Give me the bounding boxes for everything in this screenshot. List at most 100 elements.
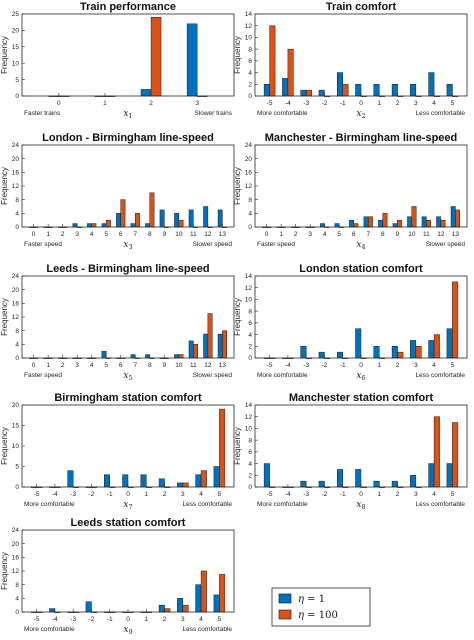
x-tick-label: 3: [414, 491, 418, 498]
x-label-right: Less comfortable: [183, 501, 233, 508]
bar-series-1-cat-5: [446, 84, 453, 97]
bar-series-1-cat-10: [174, 213, 180, 228]
x-tick-label: -3: [303, 491, 309, 498]
bar-series-1-cat-1: [140, 474, 147, 488]
y-tick-label: 2: [248, 343, 252, 350]
bar-series-1-cat-10: [174, 354, 180, 359]
bar-series-1-cat-5: [213, 594, 220, 613]
y-tick-label: 16: [12, 170, 20, 177]
x-tick-label: 9: [162, 231, 166, 238]
y-tick-label: 20: [12, 541, 20, 548]
x-axis-variable: x8: [356, 500, 365, 511]
bar-series-1-cat-13: [217, 333, 223, 359]
x-tick-label: 4: [90, 231, 94, 238]
y-tick-label: 2: [248, 81, 252, 88]
x-tick-label: -4: [285, 362, 291, 369]
bar-series-2-cat-13: [455, 209, 460, 228]
x-tick-label: -1: [340, 100, 346, 107]
x-tick-label: 2: [61, 362, 65, 369]
x-axis-variable-subscript: 2: [361, 112, 365, 120]
bar-series-1-cat-12: [203, 206, 209, 228]
chart-title: Birmingham station comfort: [54, 392, 202, 404]
bar-series-1-cat-9: [159, 209, 165, 228]
y-tick-label: 4: [248, 461, 252, 468]
y-tick-label: 20: [12, 156, 20, 163]
x-tick-label: 1: [279, 231, 283, 238]
bar-series-2-cat-4: [91, 223, 97, 228]
x-tick-label: 5: [451, 362, 455, 369]
x-label-right: Slower speed: [193, 241, 233, 248]
y-tick-label: 12: [245, 414, 253, 421]
bar-series-2-cat-11: [193, 344, 198, 359]
x-tick-label: -2: [89, 491, 95, 498]
bar-series-1-cat-7: [130, 223, 136, 228]
y-tick-label: 12: [245, 183, 253, 190]
chart-title: Leeds - Birmingham line-speed: [46, 263, 209, 275]
bar-series-2-cat-11: [426, 219, 431, 228]
x-label-left: Faster speed: [24, 372, 62, 379]
bar-series-1-cat-7: [363, 216, 369, 228]
x-tick-label: 2: [61, 231, 65, 238]
x-tick-label: 0: [126, 491, 130, 498]
x-tick-label: -1: [107, 616, 113, 623]
x-tick-label: 5: [218, 491, 222, 498]
legend-symbol-series-2: η: [298, 610, 304, 621]
y-axis-label: Frequency: [0, 427, 9, 465]
x-tick-label: -5: [34, 491, 40, 498]
chart-panel-8: Manchester station comfort02468101214Fre…: [233, 392, 468, 511]
y-tick-label: 10: [245, 35, 253, 42]
bar-series-1-cat--3: [300, 89, 307, 97]
y-tick-label: 10: [12, 443, 20, 450]
x-tick-label: 12: [204, 231, 212, 238]
y-tick-label: 10: [245, 426, 253, 433]
y-tick-label: 24: [12, 273, 20, 280]
x-tick-label: 0: [359, 362, 363, 369]
bar-series-1-cat-2: [140, 89, 152, 97]
bar-series-1-cat-4: [195, 474, 202, 488]
x-label-left: More comfortable: [257, 110, 308, 117]
x-label-right: Slower trains: [194, 110, 232, 117]
chart-panel-5: Leeds - Birmingham line-speed04812162024…: [0, 263, 235, 382]
x-tick-label: 1: [103, 100, 107, 107]
y-tick-label: 0: [15, 609, 19, 616]
y-tick-label: 20: [12, 28, 20, 35]
bar-series-1-cat--2: [318, 351, 325, 359]
y-tick-label: 8: [15, 328, 19, 335]
y-tick-label: 6: [248, 58, 252, 65]
x-tick-label: 4: [432, 362, 436, 369]
chart-panel-3: London - Birmingham line-speed0481216202…: [0, 132, 235, 251]
x-tick-label: 2: [163, 616, 167, 623]
bar-series-1-cat-11: [188, 209, 194, 228]
bar-series-1-cat-0: [355, 84, 362, 97]
bar-series-1-cat-5: [446, 328, 453, 359]
y-tick-label: 4: [15, 211, 19, 218]
bar-series-1-cat-8: [378, 219, 384, 228]
y-tick-label: 12: [245, 285, 253, 292]
y-tick-label: 0: [15, 93, 19, 100]
bar-series-2-cat-13: [222, 330, 227, 359]
x-tick-label: 2: [396, 491, 400, 498]
bar-series-1-cat-5: [446, 463, 453, 488]
y-tick-label: 8: [15, 582, 19, 589]
x-label-left: More comfortable: [24, 626, 75, 633]
y-tick-label: 4: [248, 332, 252, 339]
bar-series-1-cat--2: [318, 89, 325, 97]
chart-panel-7: Birmingham station comfort05101520Freque…: [0, 392, 235, 511]
x-tick-label: -5: [34, 616, 40, 623]
x-axis-variable-subscript: 6: [361, 374, 365, 382]
bar-series-1-cat-3: [177, 598, 184, 613]
chart-title: Manchester - Birmingham line-speed: [265, 132, 458, 144]
bar-series-1-cat-4: [428, 340, 435, 359]
bar-series-1-cat-6: [349, 219, 354, 228]
x-tick-label: 1: [144, 491, 148, 498]
bar-series-2-cat-2: [150, 17, 162, 97]
x-label-left: More comfortable: [257, 501, 308, 508]
chart-panel-6: London station comfort02468101214Frequen…: [233, 263, 468, 382]
bar-series-1-cat-3: [410, 340, 417, 359]
x-label-right: Slower speed: [193, 372, 233, 379]
bar-series-1-cat-12: [436, 216, 442, 228]
x-label-right: Less comfortable: [416, 110, 466, 117]
y-tick-label: 15: [12, 423, 20, 430]
bar-series-1-cat-5: [334, 223, 340, 228]
x-label-left: Faster speed: [24, 241, 62, 248]
